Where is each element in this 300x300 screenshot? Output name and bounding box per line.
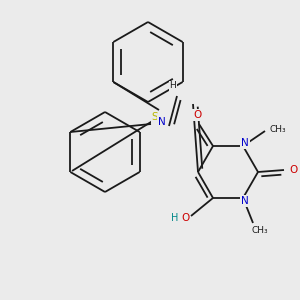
Text: N: N xyxy=(241,196,249,206)
Text: S: S xyxy=(152,112,158,122)
Text: H: H xyxy=(169,82,176,91)
Text: N: N xyxy=(158,117,166,127)
Text: CH₃: CH₃ xyxy=(252,226,268,236)
Text: H: H xyxy=(171,213,179,223)
Text: O: O xyxy=(181,213,189,223)
Text: O: O xyxy=(193,110,201,120)
Text: CH₃: CH₃ xyxy=(270,124,286,134)
Text: O: O xyxy=(289,165,297,175)
Text: N: N xyxy=(241,138,249,148)
